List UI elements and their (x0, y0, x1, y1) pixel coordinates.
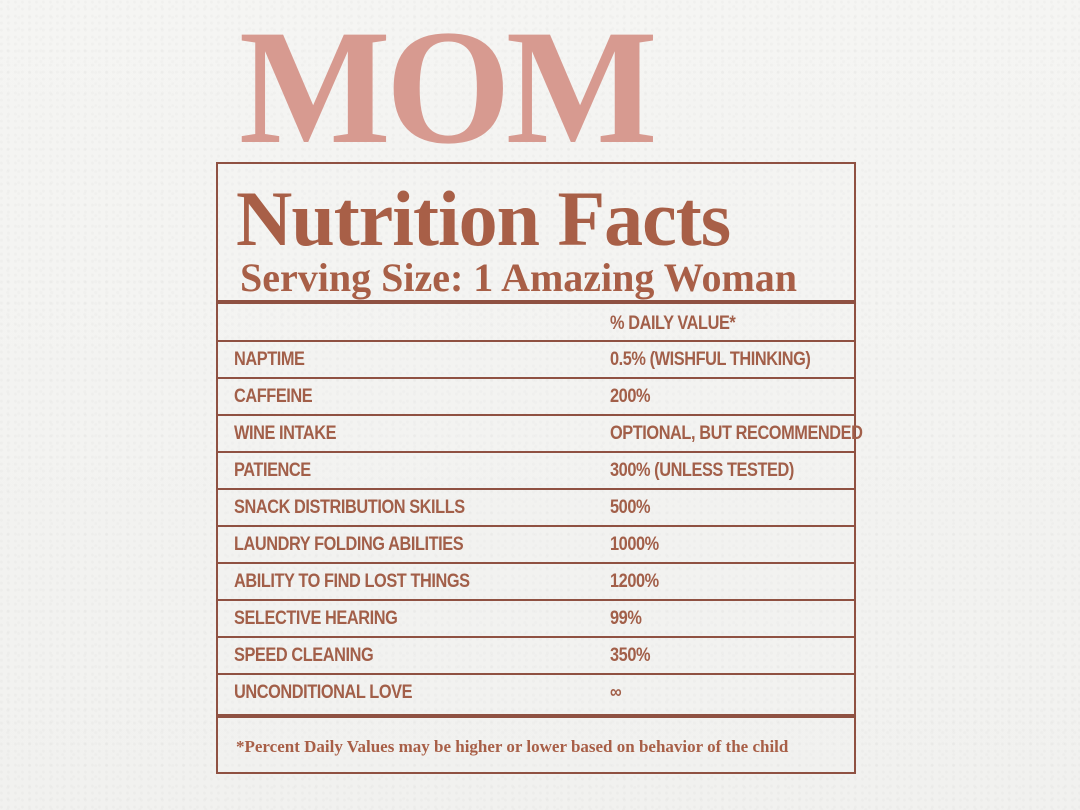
row-label: Unconditional Love (234, 682, 413, 703)
table-row: Ability to Find Lost Things 1200% (218, 564, 854, 601)
row-value: 300% (Unless Tested) (610, 460, 794, 481)
footnote-text: *Percent Daily Values may be higher or l… (236, 737, 789, 756)
row-value: 0.5% (Wishful Thinking) (610, 349, 811, 370)
nutrition-facts-heading: Nutrition Facts (236, 175, 731, 262)
mom-title: MOM (239, 0, 658, 178)
table-row: Snack Distribution Skills 500% (218, 490, 854, 527)
table-row: Unconditional Love ∞ (218, 675, 854, 712)
row-value: ∞ (610, 682, 622, 703)
row-value: 1000% (610, 534, 659, 555)
nutrition-facts-label: Nutrition Facts Serving Size: 1 Amazing … (216, 162, 863, 774)
daily-value-header: % Daily Value* (610, 313, 736, 334)
row-value: 350% (610, 645, 651, 666)
row-label: Ability to Find Lost Things (234, 571, 470, 592)
table-row: Wine Intake Optional, But Recommended (218, 416, 863, 453)
table-row: Laundry Folding Abilities 1000% (218, 527, 854, 564)
footer-divider (218, 714, 854, 718)
row-label: Patience (234, 460, 311, 481)
table-row: Naptime 0.5% (Wishful Thinking) (218, 342, 854, 379)
row-value: 500% (610, 497, 651, 518)
facts-table: % Daily Value* Naptime 0.5% (Wishful Thi… (218, 304, 863, 714)
row-label: Naptime (234, 349, 305, 370)
serving-size-text: Serving Size: 1 Amazing Woman (240, 255, 798, 300)
row-label: Snack Distribution Skills (234, 497, 465, 518)
row-value: 99% (610, 608, 642, 629)
table-row: Patience 300% (Unless Tested) (218, 453, 854, 490)
row-value: 1200% (610, 571, 659, 592)
row-label: Speed Cleaning (234, 645, 374, 666)
table-row: Selective Hearing 99% (218, 601, 854, 638)
row-label: Selective Hearing (234, 608, 398, 629)
label-header: Nutrition Facts Serving Size: 1 Amazing … (218, 164, 854, 304)
table-row: Caffeine 200% (218, 379, 854, 416)
row-label: Wine Intake (234, 423, 337, 444)
row-value: Optional, But Recommended (610, 423, 863, 444)
row-value: 200% (610, 386, 651, 407)
daily-value-header-row: % Daily Value* (218, 304, 854, 342)
table-row: Speed Cleaning 350% (218, 638, 854, 675)
row-label: Caffeine (234, 386, 313, 407)
row-label: Laundry Folding Abilities (234, 534, 464, 555)
